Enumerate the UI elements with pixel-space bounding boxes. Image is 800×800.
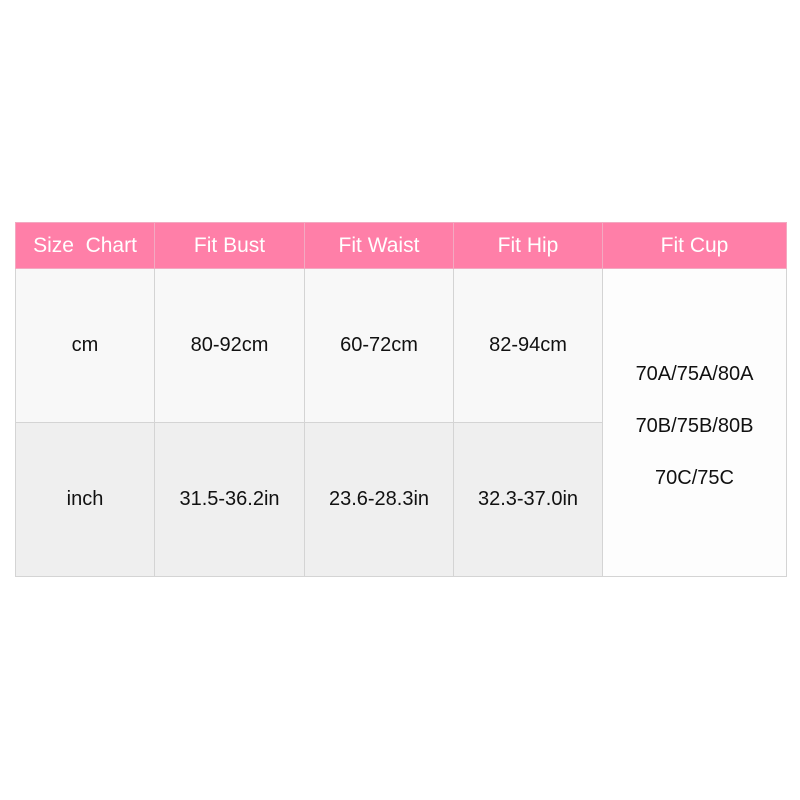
cup-cell: 70A/75A/80A 70B/75B/80B 70C/75C [602,268,787,577]
hip-cell: 32.3-37.0in [453,422,603,577]
bust-cell: 31.5-36.2in [154,422,305,577]
cup-size-b: 70B/75B/80B [635,414,754,437]
waist-cell: 60-72cm [304,268,454,423]
bust-cell: 80-92cm [154,268,305,423]
table-row: inch 31.5-36.2in 23.6-28.3in 32.3-37.0in [15,422,787,577]
header-size-chart: Size Chart [15,222,155,269]
header-fit-bust: Fit Bust [154,222,305,269]
hip-cell: 82-94cm [453,268,603,423]
header-row: Size Chart Fit Bust Fit Waist Fit Hip Fi… [15,222,787,269]
table-row: cm 80-92cm 60-72cm 82-94cm 70A/75A/80A 7… [15,268,787,577]
size-chart-table: Size Chart Fit Bust Fit Waist Fit Hip Fi… [15,222,787,577]
header-fit-waist: Fit Waist [304,222,454,269]
header-fit-cup: Fit Cup [602,222,787,269]
waist-cell: 23.6-28.3in [304,422,454,577]
unit-cell: inch [15,422,155,577]
cup-size-a: 70A/75A/80A [635,362,754,385]
cup-size-c: 70C/75C [655,466,734,489]
header-fit-hip: Fit Hip [453,222,603,269]
unit-cell: cm [15,268,155,423]
